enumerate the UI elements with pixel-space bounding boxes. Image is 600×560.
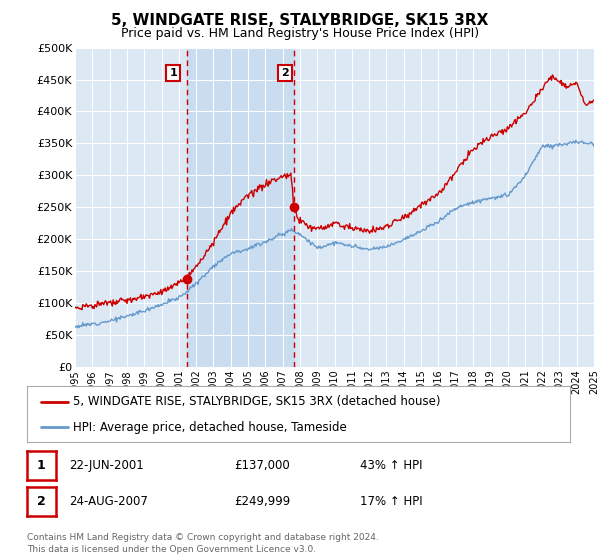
Text: 43% ↑ HPI: 43% ↑ HPI (360, 459, 422, 472)
Text: 5, WINDGATE RISE, STALYBRIDGE, SK15 3RX: 5, WINDGATE RISE, STALYBRIDGE, SK15 3RX (112, 13, 488, 29)
Text: 2: 2 (281, 68, 289, 78)
Text: Price paid vs. HM Land Registry's House Price Index (HPI): Price paid vs. HM Land Registry's House … (121, 27, 479, 40)
Text: Contains HM Land Registry data © Crown copyright and database right 2024.
This d: Contains HM Land Registry data © Crown c… (27, 533, 379, 554)
Text: 2: 2 (37, 495, 46, 508)
Text: 5, WINDGATE RISE, STALYBRIDGE, SK15 3RX (detached house): 5, WINDGATE RISE, STALYBRIDGE, SK15 3RX … (73, 395, 440, 408)
Text: £249,999: £249,999 (234, 495, 290, 508)
Text: 24-AUG-2007: 24-AUG-2007 (69, 495, 148, 508)
Bar (187, 48, 293, 367)
Text: 1: 1 (37, 459, 46, 472)
Text: 22-JUN-2001: 22-JUN-2001 (69, 459, 144, 472)
Text: £137,000: £137,000 (234, 459, 290, 472)
Text: HPI: Average price, detached house, Tameside: HPI: Average price, detached house, Tame… (73, 421, 347, 434)
Text: 1: 1 (169, 68, 177, 78)
Text: 17% ↑ HPI: 17% ↑ HPI (360, 495, 422, 508)
